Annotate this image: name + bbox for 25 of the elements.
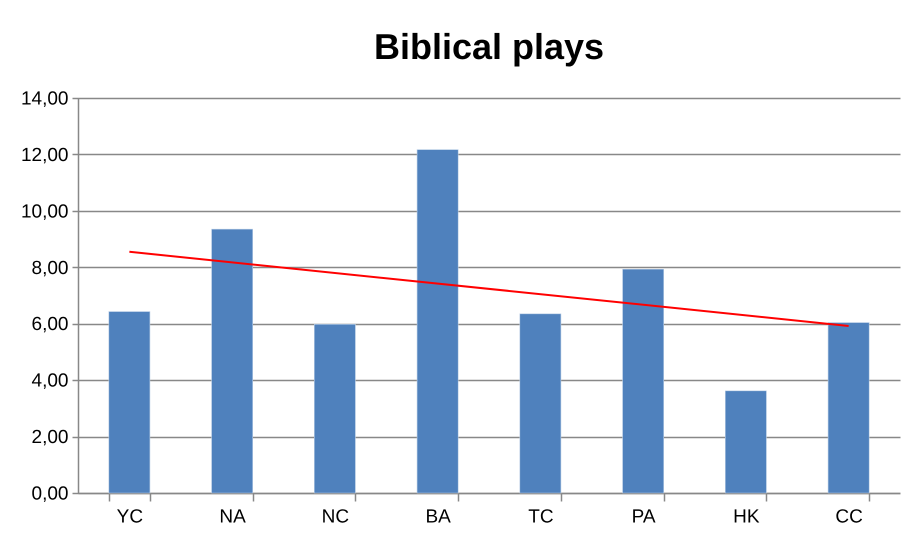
bar [314,324,356,494]
x-tick-label: YC [116,506,144,528]
x-tick-label: TC [528,506,554,528]
x-tick-label: BA [425,506,452,528]
x-tick-label: NA [219,506,246,528]
y-tick-label: 4,00 [32,370,68,392]
y-tick-label: 2,00 [32,427,68,448]
y-tick-label: 0,00 [32,484,68,504]
y-tick-label: 10,00 [20,201,68,222]
x-tick-label: CC [835,506,863,528]
y-tick-label: 8,00 [32,258,68,279]
bar [108,311,150,494]
chart-title: Biblical plays [374,26,604,67]
bar [828,322,870,494]
bar [520,314,562,494]
y-tick-label: 6,00 [32,314,68,336]
y-tick-label: 12,00 [20,144,68,166]
bar [211,228,253,494]
y-tick-label: 14,00 [20,88,68,110]
bar [725,390,767,494]
bar [416,149,458,494]
bar [622,268,664,494]
x-tick-label: PA [632,506,656,528]
x-tick-label: NC [322,506,350,528]
x-tick-label: HK [733,506,760,528]
